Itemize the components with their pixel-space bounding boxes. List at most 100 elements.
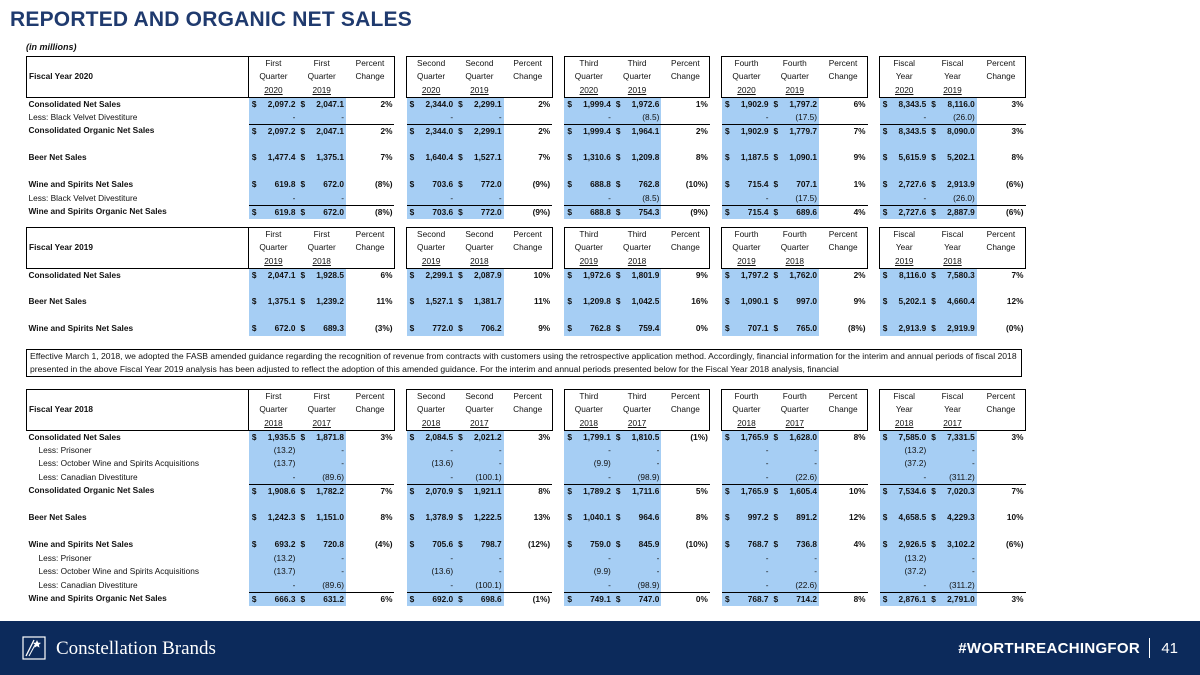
value-cell: 1,222.5 — [465, 511, 504, 525]
percent-cell: 8% — [1011, 152, 1024, 163]
currency-cell: $ — [928, 268, 939, 282]
column-header — [819, 254, 869, 269]
currency-cell — [297, 578, 308, 592]
value-cell — [780, 524, 820, 538]
percent-cell — [819, 165, 868, 179]
percent-cell: 9% — [695, 269, 708, 280]
currency-cell — [248, 497, 260, 511]
currency-cell: $ — [770, 322, 781, 336]
percent-cell: 5% — [661, 483, 710, 498]
currency-cell — [721, 457, 733, 471]
currency-cell — [721, 524, 733, 538]
column-header: Quarter — [465, 71, 494, 82]
value-cell: (37.2) — [889, 565, 929, 579]
value-cell: 1,378.9 — [416, 511, 456, 525]
column-gap — [710, 390, 722, 404]
currency-cell: $ — [928, 295, 939, 309]
column-header: Second — [455, 227, 504, 241]
percent-cell — [346, 579, 395, 593]
value-cell: - — [780, 551, 820, 565]
column-header: Quarter — [248, 70, 298, 84]
table-row: Less: Black Velvet Divestiture - - - - - (8.5)… — [27, 191, 1026, 205]
percent-cell — [346, 565, 395, 579]
column-header: 2018 — [455, 254, 504, 269]
column-gap — [710, 552, 722, 566]
currency-cell — [928, 457, 939, 471]
value-cell: 7,534.6 — [889, 483, 929, 498]
value-cell: 1,799.1 — [574, 430, 613, 444]
column-header — [503, 83, 553, 98]
value-cell: - — [259, 191, 298, 205]
column-gap — [710, 565, 722, 579]
percent-cell: 9% — [538, 323, 551, 334]
currency-cell — [721, 551, 733, 565]
percent-cell — [819, 579, 868, 593]
value-cell: 2,926.5 — [889, 538, 929, 552]
value-cell: 7,020.3 — [938, 483, 977, 498]
currency-cell: $ — [612, 123, 623, 138]
column-gap — [868, 70, 880, 84]
percent-cell: 6% — [853, 98, 866, 109]
currency-cell — [928, 281, 939, 295]
column-header: Year — [879, 403, 929, 417]
fy2018-table: First First Percent Second Second Percent Thir… — [25, 389, 1026, 606]
header-cell — [25, 83, 249, 98]
currency-cell: $ — [406, 151, 417, 165]
percent-cell: 2% — [345, 123, 395, 138]
column-header: 2018 — [406, 416, 456, 431]
value-cell — [574, 497, 613, 511]
currency-cell — [455, 281, 466, 295]
column-header: Quarter — [248, 403, 298, 417]
value-cell: 798.7 — [465, 538, 504, 552]
currency-cell — [879, 443, 890, 457]
row-label: Wine and Spirits Organic Net Sales — [28, 593, 167, 604]
column-gap — [552, 151, 564, 165]
currency-cell — [406, 497, 417, 511]
column-gap — [868, 138, 880, 152]
column-gap — [394, 417, 406, 431]
percent-cell: 3% — [976, 123, 1026, 138]
percent-cell: 8% — [695, 152, 708, 163]
value-cell: - — [416, 551, 456, 565]
currency-cell — [248, 308, 260, 322]
currency-cell — [406, 137, 417, 151]
percent-cell — [661, 552, 710, 566]
column-header: First — [297, 56, 346, 70]
row-label: Beer Net Sales — [28, 512, 87, 523]
column-header: Percent — [819, 56, 869, 70]
currency-cell — [770, 281, 781, 295]
currency-cell: $ — [879, 430, 890, 444]
column-gap — [710, 151, 722, 165]
currency-cell: $ — [879, 151, 890, 165]
column-header — [503, 416, 553, 431]
currency-cell — [297, 137, 308, 151]
value-cell: - — [732, 191, 771, 205]
value-cell: - — [574, 443, 613, 457]
percent-cell: 0% — [695, 323, 708, 334]
value-cell — [416, 308, 456, 322]
column-header: 2019 — [770, 83, 820, 98]
value-cell — [732, 137, 771, 151]
value-cell: (13.7) — [259, 457, 298, 471]
value-cell: 1,242.3 — [259, 511, 298, 525]
column-header: Percent — [976, 389, 1026, 403]
currency-cell — [770, 497, 781, 511]
value-cell: (13.2) — [889, 551, 929, 565]
percent-cell: (9%) — [661, 204, 710, 219]
column-gap — [710, 498, 722, 512]
column-gap — [710, 241, 722, 255]
column-gap — [552, 430, 564, 444]
percent-cell: (4%) — [374, 539, 393, 550]
value-cell: 2,047.1 — [307, 123, 346, 138]
column-header: 2018 — [563, 416, 613, 431]
column-header: Percent — [819, 227, 869, 241]
column-gap — [710, 511, 722, 525]
currency-cell: $ — [770, 151, 781, 165]
percent-cell — [504, 165, 553, 179]
percent-cell — [661, 165, 710, 179]
column-header: Percent — [661, 389, 711, 403]
currency-cell — [455, 578, 466, 592]
column-gap — [868, 97, 880, 111]
value-cell: 1,310.6 — [574, 151, 613, 165]
percent-cell — [661, 525, 710, 539]
